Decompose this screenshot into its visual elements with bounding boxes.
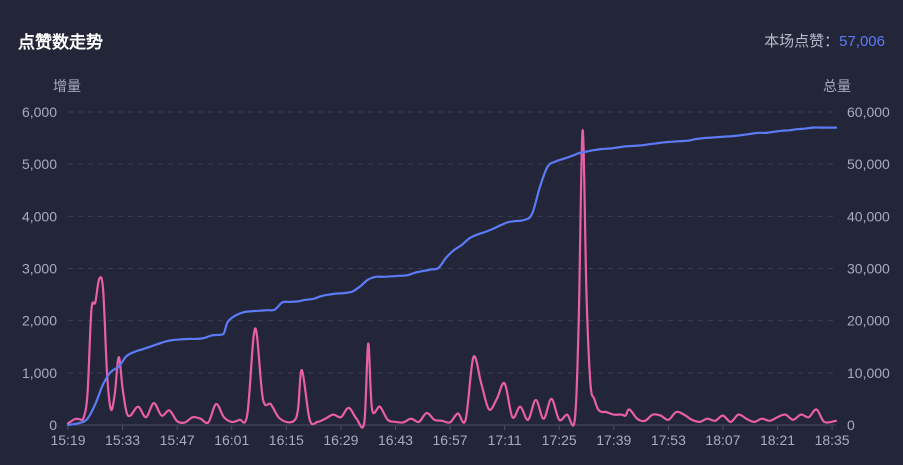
y-right-tick-label: 50,000 <box>847 156 890 172</box>
y-left-axis-name: 增量 <box>53 78 81 94</box>
x-tick-label: 15:19 <box>50 432 85 448</box>
y-right-axis-name: 总量 <box>823 78 851 94</box>
total-likes-summary: 本场点赞：57,006 <box>764 30 885 51</box>
y-left-ticks: 0 1,000 2,000 3,000 4,000 5,000 6,000 <box>22 104 57 433</box>
y-left-tick-label: 4,000 <box>22 208 57 224</box>
series-layer <box>66 126 838 429</box>
y-left-tick-label: 3,000 <box>22 261 57 277</box>
x-tick-label: 17:53 <box>651 432 686 448</box>
x-tick-label: 16:43 <box>378 432 413 448</box>
y-right-tick-label: 0 <box>847 417 855 433</box>
y-left-tick-label: 1,000 <box>22 365 57 381</box>
x-tick-label: 16:01 <box>214 432 249 448</box>
x-tick-label: 16:29 <box>323 432 358 448</box>
total-likes-label: 本场点赞： <box>764 33 840 50</box>
increment-series-line <box>66 129 838 429</box>
x-tick-label: 17:25 <box>542 432 577 448</box>
x-tick-label: 17:11 <box>488 432 522 448</box>
total-series-line <box>66 126 838 427</box>
x-tick-label: 18:07 <box>705 432 740 448</box>
x-tick-label: 18:21 <box>760 432 795 448</box>
x-axis-ticks: 15:19 15:33 15:47 16:01 16:15 16:29 16:43 16:57… <box>50 425 850 448</box>
x-tick-label: 17:39 <box>596 432 631 448</box>
y-right-tick-label: 20,000 <box>847 313 890 329</box>
x-tick-label: 15:47 <box>160 432 195 448</box>
y-left-tick-label: 5,000 <box>22 156 57 172</box>
total-likes-value: 57,006 <box>839 33 885 50</box>
y-right-tick-label: 60,000 <box>847 104 890 120</box>
y-left-tick-label: 6,000 <box>22 104 57 120</box>
grid-lines <box>68 111 836 426</box>
y-right-tick-label: 10,000 <box>847 365 890 381</box>
x-tick-label: 15:33 <box>105 432 140 448</box>
y-right-ticks: 0 10,000 20,000 30,000 40,000 50,000 60,000 <box>847 104 890 433</box>
y-left-tick-label: 2,000 <box>22 313 57 329</box>
x-tick-label: 16:57 <box>433 432 468 448</box>
x-tick-label: 18:35 <box>815 432 850 448</box>
y-right-tick-label: 30,000 <box>847 261 890 277</box>
chart-title: 点赞数走势 <box>18 33 103 52</box>
y-left-tick-label: 0 <box>49 417 57 433</box>
y-right-tick-label: 40,000 <box>847 208 890 224</box>
x-tick-label: 16:15 <box>269 432 304 448</box>
